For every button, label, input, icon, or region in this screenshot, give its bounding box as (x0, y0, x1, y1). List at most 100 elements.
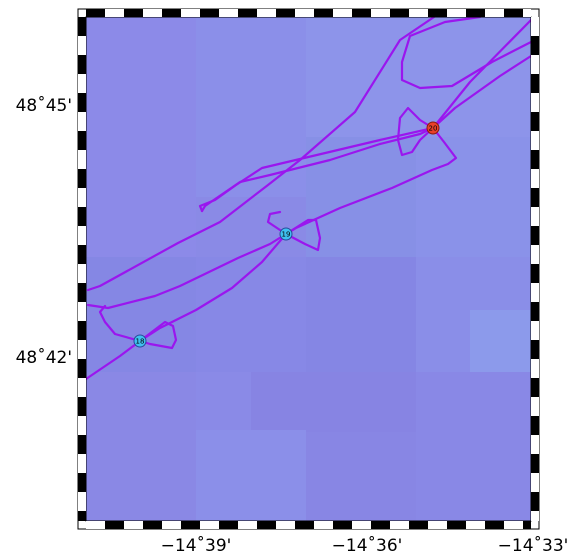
waypoint-20-marker (426, 121, 440, 135)
lon-label-14-39: −14˚39' (161, 535, 232, 556)
frame-segment (531, 416, 539, 435)
frame-segment (78, 359, 86, 378)
frame-segment (314, 9, 333, 17)
frame-segment (78, 150, 86, 169)
frame-segment (531, 378, 539, 397)
frame-segment (485, 521, 504, 529)
frame-segment (78, 131, 86, 150)
latitude-axis: 48˚45' 48˚42' (16, 95, 72, 368)
frame-segment (295, 521, 314, 529)
frame-segment (238, 9, 257, 17)
frame-segment (447, 521, 466, 529)
frame-segment (504, 9, 523, 17)
waypoint-20-label: 20 (429, 125, 438, 133)
frame-segment (531, 321, 539, 340)
frame-segment (86, 9, 105, 17)
frame-segment (105, 9, 124, 17)
frame-segment (78, 302, 86, 321)
track-line-a (86, 15, 436, 292)
frame-segment (531, 473, 539, 492)
frame-segment (78, 74, 86, 93)
frame-segment (78, 188, 86, 207)
frame-segment (333, 521, 352, 529)
frame-segment (485, 9, 504, 17)
track-line-e (284, 218, 322, 252)
frame-segment (447, 9, 466, 17)
lon-label-14-33: −14˚33' (498, 535, 569, 556)
frame-segment (78, 245, 86, 264)
map-frame (77, 8, 540, 530)
ship-track (84, 15, 533, 381)
frame-segment (531, 93, 539, 112)
waypoint-19-marker (279, 227, 293, 241)
frame-segment (78, 321, 86, 340)
frame-segment (531, 188, 539, 207)
track-line-c (400, 15, 533, 90)
frame-segment (531, 283, 539, 302)
frame-segment (78, 112, 86, 131)
frame-segment (531, 435, 539, 454)
frame-segment (352, 9, 371, 17)
frame-segment (390, 521, 409, 529)
frame-segment (531, 150, 539, 169)
frame-segment (78, 17, 86, 36)
frame-segment (78, 207, 86, 226)
frame-segment (276, 9, 295, 17)
frame-segment (428, 9, 447, 17)
frame-segment (390, 9, 409, 17)
frame-segment (371, 9, 390, 17)
frame-segment (531, 55, 539, 74)
frame-segment (78, 36, 86, 55)
frame-segment (352, 521, 371, 529)
waypoint-19-label: 19 (282, 231, 291, 239)
frame-segment (78, 473, 86, 492)
frame-segment (523, 521, 531, 529)
waypoint-18-label: 18 (136, 338, 145, 346)
frame-segment (276, 521, 295, 529)
frame-segment (200, 521, 219, 529)
frame-segment (143, 521, 162, 529)
frame-segment (531, 74, 539, 93)
frame-segment (333, 9, 352, 17)
frame-segment (86, 521, 105, 529)
frame-segment (531, 207, 539, 226)
frame-segment (78, 169, 86, 188)
frame-segment (78, 378, 86, 397)
frame-segment (531, 359, 539, 378)
frame-segment (78, 340, 86, 359)
frame-segment (531, 264, 539, 283)
frame-segment (531, 511, 539, 521)
frame-segment (371, 521, 390, 529)
frame-segment (531, 245, 539, 264)
frame-segment (78, 492, 86, 511)
waypoint-20[interactable]: 20 (426, 121, 440, 135)
frame-segment (78, 397, 86, 416)
frame-segment (531, 492, 539, 511)
frame-segment (428, 521, 447, 529)
frame-segment (78, 511, 86, 521)
track-line-d (84, 210, 288, 381)
frame-segment (466, 521, 485, 529)
frame-segment (143, 9, 162, 17)
longitude-axis: −14˚39' −14˚36' −14˚33' (161, 535, 569, 556)
waypoint-18[interactable]: 18 (133, 334, 147, 348)
frame-segment (124, 9, 143, 17)
frame-segment (105, 521, 124, 529)
track-line-f (98, 304, 142, 343)
frame-segment (181, 521, 200, 529)
waypoint-18-marker (133, 334, 147, 348)
frame-segment (238, 521, 257, 529)
frame-segment (409, 521, 428, 529)
frame-segment (78, 416, 86, 435)
frame-segment (531, 169, 539, 188)
frame-segment (78, 264, 86, 283)
frame-segment (78, 55, 86, 74)
frame-segment (531, 454, 539, 473)
frame-segment (523, 9, 531, 17)
waypoint-19[interactable]: 19 (279, 227, 293, 241)
frame-segment (504, 521, 523, 529)
frame-segment (531, 17, 539, 36)
track-line-g (138, 320, 178, 350)
lon-label-14-36: −14˚36' (332, 535, 403, 556)
frame-segment (531, 340, 539, 359)
